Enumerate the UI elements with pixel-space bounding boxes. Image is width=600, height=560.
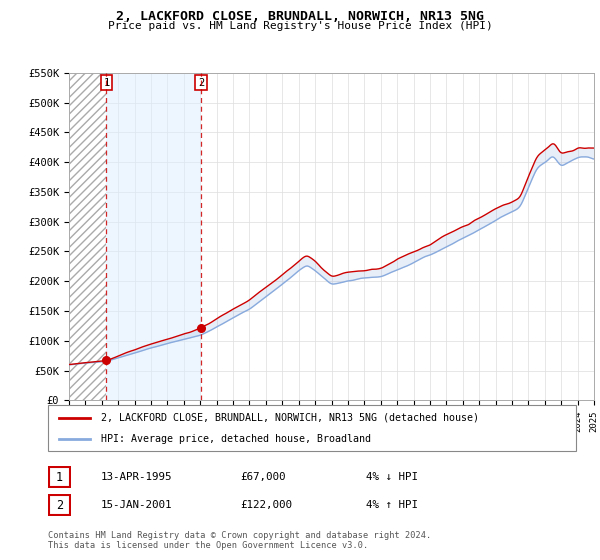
Text: 4% ↓ HPI: 4% ↓ HPI <box>366 472 418 482</box>
FancyBboxPatch shape <box>49 467 70 487</box>
Text: £67,000: £67,000 <box>240 472 286 482</box>
Text: 2, LACKFORD CLOSE, BRUNDALL, NORWICH, NR13 5NG: 2, LACKFORD CLOSE, BRUNDALL, NORWICH, NR… <box>116 10 484 22</box>
Text: 15-JAN-2001: 15-JAN-2001 <box>101 500 172 510</box>
Text: 4% ↑ HPI: 4% ↑ HPI <box>366 500 418 510</box>
Text: 2: 2 <box>198 78 204 88</box>
FancyBboxPatch shape <box>48 405 576 451</box>
Text: Price paid vs. HM Land Registry's House Price Index (HPI): Price paid vs. HM Land Registry's House … <box>107 21 493 31</box>
Text: Contains HM Land Registry data © Crown copyright and database right 2024.
This d: Contains HM Land Registry data © Crown c… <box>48 531 431 550</box>
Text: £122,000: £122,000 <box>240 500 292 510</box>
Text: 13-APR-1995: 13-APR-1995 <box>101 472 172 482</box>
Text: HPI: Average price, detached house, Broadland: HPI: Average price, detached house, Broa… <box>101 435 371 444</box>
Text: 1: 1 <box>103 78 110 88</box>
Text: 1: 1 <box>56 470 63 484</box>
Text: 2, LACKFORD CLOSE, BRUNDALL, NORWICH, NR13 5NG (detached house): 2, LACKFORD CLOSE, BRUNDALL, NORWICH, NR… <box>101 413 479 423</box>
FancyBboxPatch shape <box>49 495 70 515</box>
Text: 2: 2 <box>56 498 63 512</box>
